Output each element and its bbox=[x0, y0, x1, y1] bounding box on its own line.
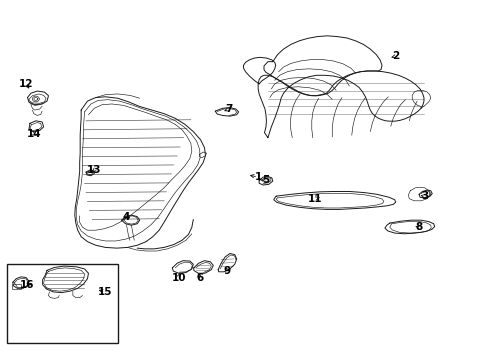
Text: 10: 10 bbox=[171, 273, 185, 283]
Text: 6: 6 bbox=[196, 273, 203, 283]
Text: 11: 11 bbox=[307, 194, 322, 204]
Text: 3: 3 bbox=[421, 191, 427, 201]
Text: 8: 8 bbox=[415, 222, 422, 232]
Text: 13: 13 bbox=[87, 165, 102, 175]
Text: 14: 14 bbox=[26, 129, 41, 139]
Text: 5: 5 bbox=[261, 175, 268, 185]
Text: 9: 9 bbox=[224, 266, 230, 276]
Text: 4: 4 bbox=[122, 212, 130, 221]
Bar bbox=[12, 284, 21, 289]
Text: 15: 15 bbox=[98, 287, 113, 297]
Text: 2: 2 bbox=[391, 51, 399, 61]
Text: 7: 7 bbox=[225, 104, 232, 114]
Bar bbox=[6, 264, 118, 343]
Text: 12: 12 bbox=[19, 79, 33, 89]
Text: 1: 1 bbox=[254, 172, 261, 182]
Text: 16: 16 bbox=[20, 280, 35, 290]
